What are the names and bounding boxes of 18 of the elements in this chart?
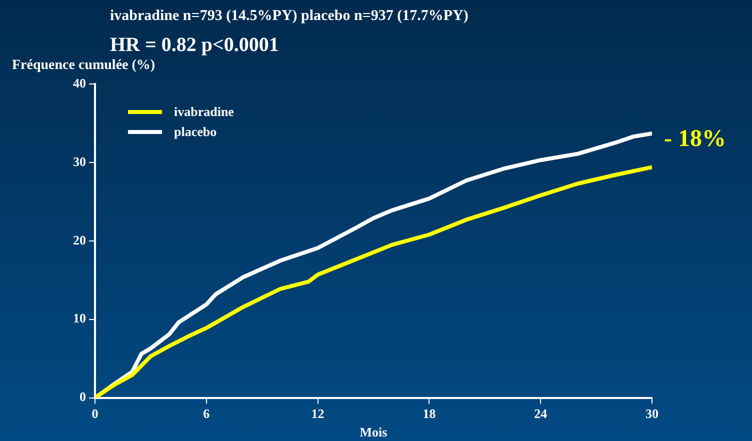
y-tick-label: 40 [73, 75, 86, 90]
y-tick-label: 20 [73, 232, 86, 248]
text: - 18% [664, 126, 726, 152]
x-tick-label: 6 [203, 406, 210, 421]
legend-label: placebo [174, 124, 217, 140]
x-tick-label: 0 [92, 406, 98, 421]
x-tick-label: 24 [534, 406, 548, 421]
legend-label: ivabradine [174, 104, 234, 120]
chart-title: ivabradine n=793 (14.5%PY) placebo n=937 (17.7%PY) [110, 8, 468, 25]
y-tick-label: 0 [80, 389, 86, 404]
y-tick-label: 10 [73, 310, 86, 326]
x-tick-label: 12 [311, 406, 324, 421]
y-tick-label: 30 [73, 154, 86, 169]
chart-subtitle: HR = 0.82 p<0.0001 [110, 34, 279, 57]
x-tick-label: 18 [422, 406, 436, 421]
y-axis-title: Fréquence cumulée (%) [12, 58, 156, 74]
x-axis-title: Mois [360, 424, 388, 440]
x-tick-label: 30 [646, 406, 658, 421]
